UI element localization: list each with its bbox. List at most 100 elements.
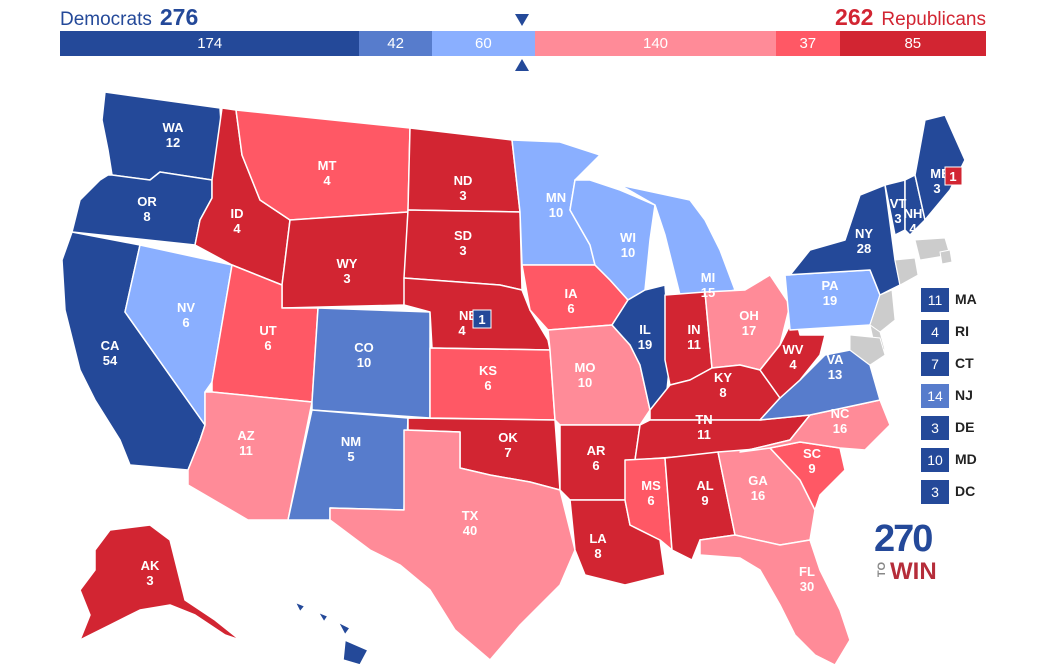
state-label-ar: AR [587,443,606,458]
us-electoral-map: WA12OR8CA54NV6ID4MT4WY3UT6AZ11CO10NM5ND3… [61,91,966,666]
state-label-wy: WY [337,256,358,271]
state-label-in: IN [688,322,701,337]
270towin-logo: 270 TO WIN [874,518,944,586]
state-wv[interactable] [759,314,826,399]
state-co[interactable] [311,307,431,419]
republicans-label: Republicans [881,9,986,30]
state-ev-hi: 4 [319,643,327,658]
state-nh[interactable] [904,174,926,236]
state-ev-ok: 7 [504,445,511,460]
state-ev-ky: 8 [719,385,726,400]
logo-win: WIN [890,558,937,585]
state-ev-sc: 9 [808,461,815,476]
state-ev-il: 19 [638,337,652,352]
state-ev-or: 8 [143,209,150,224]
state-label-il: IL [639,322,651,337]
state-label-ak: AK [141,558,160,573]
state-ev-pa: 19 [823,293,837,308]
state-ev-co: 10 [357,355,371,370]
state-label-fl: FL [799,564,815,579]
state-label-hi: HI [317,628,330,643]
state-label-nm: NM [341,434,361,449]
state-tx[interactable] [329,429,576,661]
legend-abbr-ct: CT [955,355,974,371]
state-me[interactable] [914,114,966,221]
legend-row-ma[interactable]: 11 MA [921,288,1031,312]
ne-district-value: 1 [478,312,485,327]
state-label-nh: NH [904,206,923,221]
state-ev-al: 9 [701,493,708,508]
state-label-ia: IA [565,286,579,301]
state-wa[interactable] [101,91,223,181]
state-label-al: AL [696,478,713,493]
state-label-ut: UT [259,323,276,338]
legend-row-nj[interactable]: 14 NJ [921,384,1031,408]
state-label-wi: WI [620,230,636,245]
legend-ev-md: 10 [921,448,949,472]
state-ev-ny: 28 [857,241,871,256]
state-ev-fl: 30 [800,579,814,594]
state-az[interactable] [187,391,313,521]
me-district-value: 1 [949,169,956,184]
republicans-total: 262 [835,4,874,30]
state-label-or: OR [137,194,157,209]
legend-ev-ct: 7 [921,352,949,376]
state-ev-ks: 6 [484,378,491,393]
bar-segment-2: 60 [431,31,536,56]
majority-marker-top-icon [515,14,529,26]
state-ev-wv: 4 [789,357,797,372]
state-ev-ar: 6 [592,458,599,473]
state-ak[interactable] [79,524,241,641]
state-ev-ms: 6 [647,493,654,508]
state-ev-nh: 4 [909,221,917,236]
bar-segment-5: 85 [839,31,986,56]
legend-row-dc[interactable]: 3 DC [921,480,1031,504]
state-label-ny: NY [855,226,873,241]
state-label-mt: MT [318,158,337,173]
state-ev-mo: 10 [578,375,592,390]
state-label-az: AZ [237,428,254,443]
logo-to: TO [876,562,888,578]
state-wy[interactable] [281,211,409,309]
state-hi[interactable] [294,601,369,666]
state-ev-nm: 5 [347,449,354,464]
state-label-la: LA [589,531,607,546]
bar-segment-3: 140 [535,31,776,56]
state-nc[interactable] [739,399,891,453]
state-ev-vt: 3 [894,211,901,226]
bar-segment-0: 174 [60,31,360,56]
logo-number: 270 [874,518,933,560]
state-ev-ak: 3 [146,573,153,588]
state-ev-me: 3 [933,181,940,196]
legend-row-ct[interactable]: 7 CT [921,352,1031,376]
state-ks[interactable] [429,347,556,421]
state-label-wa: WA [163,120,185,135]
state-label-tn: TN [695,412,712,427]
legend-ev-dc: 3 [921,480,949,504]
legend-row-de[interactable]: 3 DE [921,416,1031,440]
state-label-nv: NV [177,300,195,315]
state-ev-oh: 17 [742,323,756,338]
state-ev-ia: 6 [567,301,574,316]
state-label-co: CO [354,340,374,355]
legend-abbr-de: DE [955,419,975,435]
state-fl[interactable] [699,534,851,666]
state-label-sd: SD [454,228,472,243]
legend-abbr-md: MD [955,451,977,467]
democrats-total: 276 [159,4,199,30]
ne-district-badge: 1 [472,309,492,329]
state-ev-tn: 11 [697,427,711,442]
legend-row-ri[interactable]: 4 RI [921,320,1031,344]
state-label-va: VA [826,352,844,367]
state-label-ga: GA [748,473,768,488]
legend-row-md[interactable]: 10 MD [921,448,1031,472]
state-label-mn: MN [546,190,566,205]
state-ev-wy: 3 [343,271,350,286]
state-ev-ut: 6 [264,338,271,353]
state-ev-tx: 40 [463,523,477,538]
legend-abbr-nj: NJ [955,387,973,403]
state-label-oh: OH [739,308,759,323]
democrats-label: Democrats [60,9,152,30]
legend-ev-nj: 14 [921,384,949,408]
state-ev-nv: 6 [182,315,189,330]
